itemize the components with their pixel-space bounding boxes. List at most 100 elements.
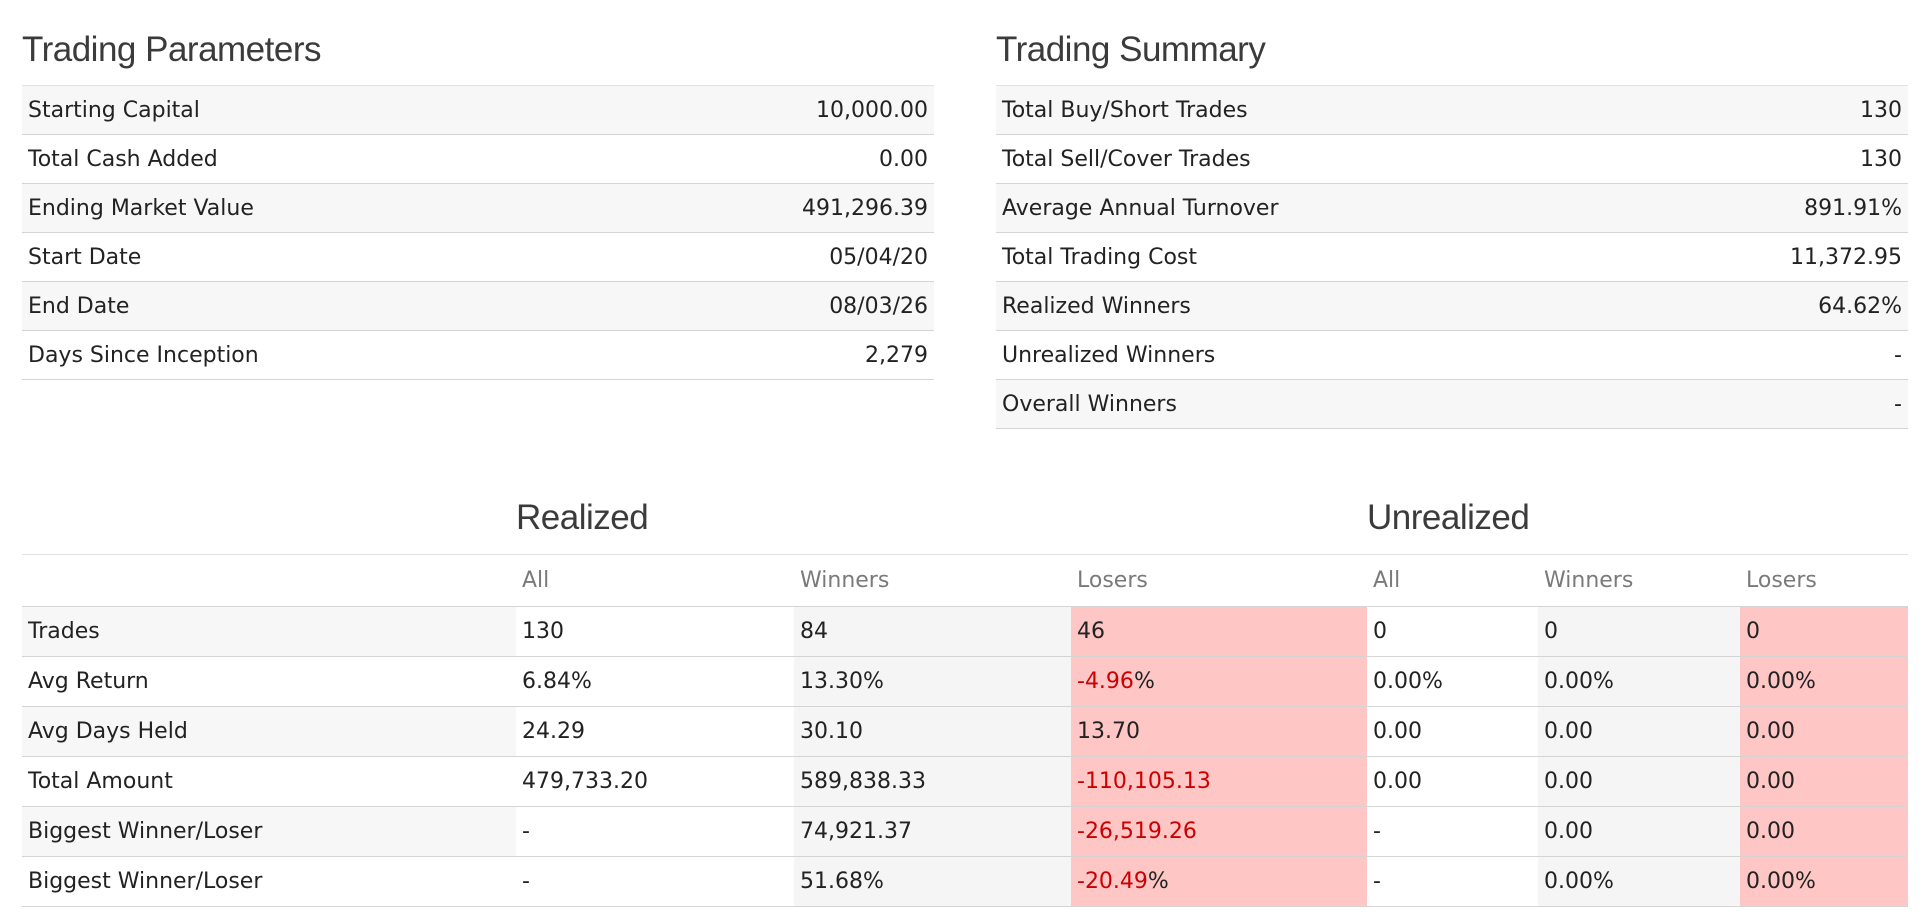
realized-losers-value: -4.96% xyxy=(1071,656,1367,707)
realized-all-value: - xyxy=(516,806,794,857)
unrealized-winners-value: 0.00 xyxy=(1538,806,1740,857)
realized-all-value: 24.29 xyxy=(516,706,794,757)
header-realized-losers: Losers xyxy=(1071,554,1367,607)
realized-losers-value: -110,105.13 xyxy=(1071,756,1367,807)
unrealized-losers-value: 0.00 xyxy=(1740,806,1908,857)
header-unrealized-all: All xyxy=(1367,554,1538,607)
stats-row: Avg Return 6.84% 13.30% -4.96% 0.00% 0.00% 0.0… xyxy=(22,656,1908,707)
params-value: 2,279 xyxy=(603,330,934,380)
unrealized-title: Unrealized xyxy=(1367,498,1530,537)
realized-losers-suffix: % xyxy=(1147,869,1169,894)
realized-losers-value: -26,519.26 xyxy=(1071,806,1367,857)
unrealized-losers-value: 0.00% xyxy=(1740,656,1908,707)
summary-row: Total Sell/Cover Trades 130 xyxy=(996,134,1908,184)
unrealized-all-value: 0 xyxy=(1367,606,1538,657)
unrealized-winners-value: 0.00% xyxy=(1538,656,1740,707)
header-unrealized-losers: Losers xyxy=(1740,554,1908,607)
unrealized-losers-value: 0.00 xyxy=(1740,756,1908,807)
stats-row: Trades 130 84 46 0 0 0 xyxy=(22,606,1908,657)
unrealized-losers-value: 0.00% xyxy=(1740,856,1908,907)
summary-value: - xyxy=(1633,379,1908,429)
unrealized-all-value: - xyxy=(1367,856,1538,907)
realized-losers-value: -20.49% xyxy=(1071,856,1367,907)
trading-summary-title: Trading Summary xyxy=(996,30,1266,69)
params-row: End Date 08/03/26 xyxy=(22,281,934,331)
params-row: Starting Capital 10,000.00 xyxy=(22,85,934,135)
realized-losers-suffix: % xyxy=(1133,669,1155,694)
realized-winners-value: 84 xyxy=(794,606,1071,657)
summary-label: Total Trading Cost xyxy=(996,232,1634,282)
summary-row: Total Buy/Short Trades 130 xyxy=(996,85,1908,135)
realized-winners-value: 30.10 xyxy=(794,706,1071,757)
summary-row: Realized Winners 64.62% xyxy=(996,281,1908,331)
summary-value: - xyxy=(1633,330,1908,380)
unrealized-winners-value: 0.00% xyxy=(1538,856,1740,907)
realized-losers-number: -4.96 xyxy=(1077,669,1134,694)
params-row: Days Since Inception 2,279 xyxy=(22,330,934,380)
header-unrealized-winners: Winners xyxy=(1538,554,1740,607)
unrealized-losers-value: 0.00 xyxy=(1740,706,1908,757)
params-label: End Date xyxy=(22,281,604,331)
stats-row: Total Amount 479,733.20 589,838.33 -110,105… xyxy=(22,756,1908,807)
params-value: 10,000.00 xyxy=(603,85,934,135)
unrealized-winners-value: 0.00 xyxy=(1538,706,1740,757)
trading-parameters-title: Trading Parameters xyxy=(22,30,322,69)
realized-losers-number: 46 xyxy=(1077,619,1105,644)
trading-parameters-table: Starting Capital 10,000.00 Total Cash Adde… xyxy=(22,85,934,380)
params-value: 0.00 xyxy=(603,134,934,184)
unrealized-losers-value: 0 xyxy=(1740,606,1908,657)
unrealized-winners-value: 0 xyxy=(1538,606,1740,657)
summary-value: 130 xyxy=(1633,134,1908,184)
realized-title: Realized xyxy=(516,498,649,537)
stats-row: Biggest Winner/Loser -51.68% -20.49% -0.00%… xyxy=(22,856,1908,907)
realized-losers-value: 46 xyxy=(1071,606,1367,657)
row-label: Avg Days Held xyxy=(22,706,516,757)
summary-row: Overall Winners - xyxy=(996,379,1908,429)
header-realized-all: All xyxy=(516,554,794,607)
realized-all-value: 130 xyxy=(516,606,794,657)
realized-all-value: - xyxy=(516,856,794,907)
realized-losers-number: -26,519.26 xyxy=(1077,819,1197,844)
summary-label: Unrealized Winners xyxy=(996,330,1634,380)
params-value: 491,296.39 xyxy=(603,183,934,233)
summary-label: Average Annual Turnover xyxy=(996,183,1634,233)
params-label: Days Since Inception xyxy=(22,330,604,380)
realized-winners-value: 51.68% xyxy=(794,856,1071,907)
realized-winners-value: 589,838.33 xyxy=(794,756,1071,807)
header-empty xyxy=(22,554,516,607)
params-label: Starting Capital xyxy=(22,85,604,135)
params-row: Start Date 05/04/20 xyxy=(22,232,934,282)
stats-header-row: All Winners Losers All Winners Losers xyxy=(22,554,1908,607)
unrealized-all-value: 0.00% xyxy=(1367,656,1538,707)
summary-label: Total Buy/Short Trades xyxy=(996,85,1634,135)
trade-statistics-table: All Winners Losers All Winners Losers Tr… xyxy=(22,554,1908,907)
stats-row: Biggest Winner/Loser -74,921.37 -26,519.26… xyxy=(22,806,1908,857)
params-label: Ending Market Value xyxy=(22,183,604,233)
realized-losers-number: -20.49 xyxy=(1077,869,1148,894)
realized-winners-value: 13.30% xyxy=(794,656,1071,707)
realized-losers-value: 13.70 xyxy=(1071,706,1367,757)
realized-all-value: 6.84% xyxy=(516,656,794,707)
summary-label: Realized Winners xyxy=(996,281,1634,331)
realized-winners-value: 74,921.37 xyxy=(794,806,1071,857)
summary-row: Unrealized Winners - xyxy=(996,330,1908,380)
unrealized-all-value: - xyxy=(1367,806,1538,857)
unrealized-winners-value: 0.00 xyxy=(1538,756,1740,807)
summary-value: 891.91% xyxy=(1633,183,1908,233)
row-label: Trades xyxy=(22,606,516,657)
row-label: Biggest Winner/Loser xyxy=(22,856,516,907)
realized-all-value: 479,733.20 xyxy=(516,756,794,807)
trading-summary-table: Total Buy/Short Trades 130 Total Sell/Cove… xyxy=(996,85,1908,429)
params-value: 08/03/26 xyxy=(603,281,934,331)
unrealized-all-value: 0.00 xyxy=(1367,706,1538,757)
summary-value: 130 xyxy=(1633,85,1908,135)
params-row: Total Cash Added 0.00 xyxy=(22,134,934,184)
stats-row: Avg Days Held 24.29 30.10 13.70 0.00 0.00 0.00 xyxy=(22,706,1908,757)
params-label: Total Cash Added xyxy=(22,134,604,184)
header-realized-winners: Winners xyxy=(794,554,1071,607)
realized-losers-number: 13.70 xyxy=(1077,719,1140,744)
summary-label: Overall Winners xyxy=(996,379,1634,429)
summary-row: Total Trading Cost 11,372.95 xyxy=(996,232,1908,282)
summary-label: Total Sell/Cover Trades xyxy=(996,134,1634,184)
realized-losers-number: -110,105.13 xyxy=(1077,769,1211,794)
